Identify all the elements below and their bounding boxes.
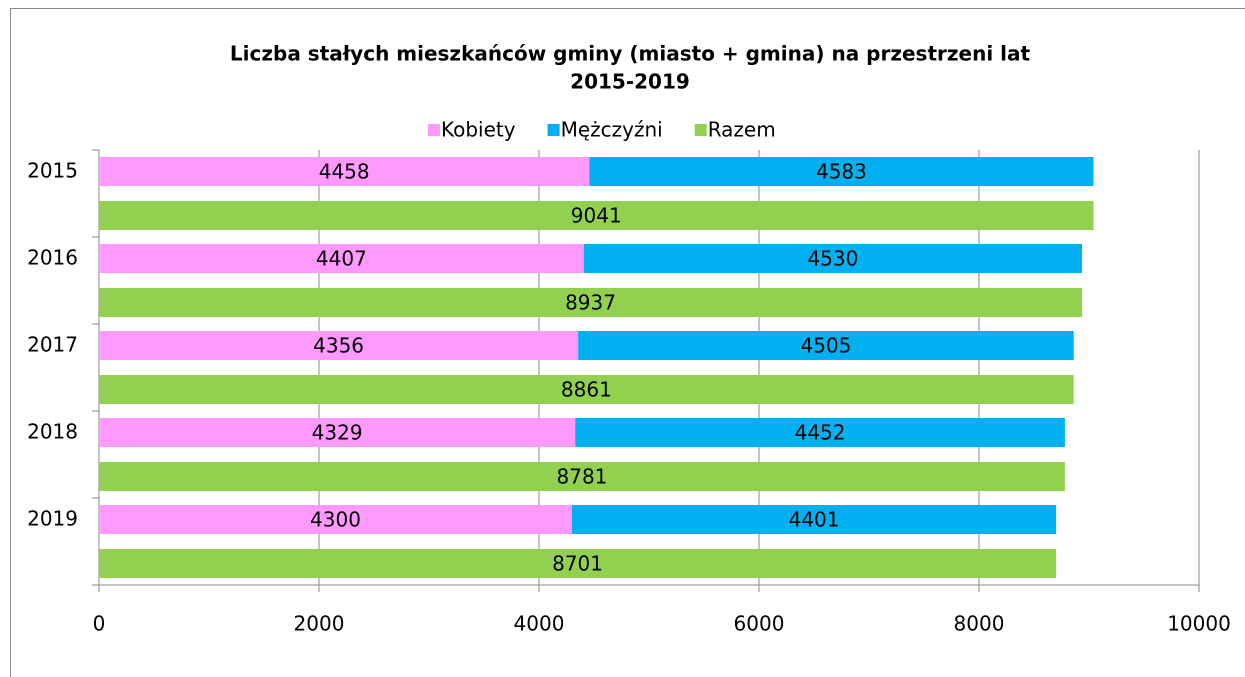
bar [99,201,1094,230]
x-tick-label: 8000 [954,612,1005,636]
y-tick-label: 2018 [27,420,78,444]
y-tick-label: 2015 [27,159,78,183]
y-tick-label: 2016 [27,246,78,270]
y-tick-label: 2019 [27,507,78,531]
legend-label: Mężczyźni [561,118,663,142]
data-label: 4401 [789,508,840,532]
data-label: 4356 [313,334,364,358]
x-tick-label: 4000 [514,612,565,636]
bar [99,462,1065,491]
chart-title: 2015-2019 [570,70,690,94]
data-label: 9041 [571,204,622,228]
bar [99,244,584,273]
x-tick-label: 6000 [734,612,785,636]
data-label: 4300 [310,508,361,532]
x-tick-label: 10000 [1167,612,1231,636]
data-label: 4458 [319,160,370,184]
bar [99,505,572,534]
data-label: 4329 [312,421,363,445]
bar [575,418,1065,447]
data-label: 8701 [552,552,603,576]
x-tick-label: 2000 [294,612,345,636]
bar [99,288,1083,317]
bar [572,505,1057,534]
data-label: 8781 [557,465,608,489]
bar [99,331,579,360]
data-label: 8861 [561,378,612,402]
bar [589,157,1094,186]
x-tick-label: 0 [93,612,106,636]
bar [99,157,590,186]
data-label: 4407 [316,247,367,271]
data-label: 4452 [795,421,846,445]
data-label: 8937 [565,291,616,315]
bar [99,375,1074,404]
legend-label: Kobiety [441,118,516,142]
chart-title: Liczba stałych mieszkańców gminy (miasto… [230,42,1031,66]
bar [99,418,576,447]
bar [583,244,1083,273]
legend-swatch [694,124,707,136]
data-label: 4583 [816,160,867,184]
bar [99,549,1057,578]
data-label: 4530 [807,247,858,271]
legend-label: Razem [708,118,776,142]
legend-swatch [547,124,560,136]
bar [578,331,1074,360]
legend-swatch [428,124,440,136]
y-tick-label: 2017 [27,333,78,357]
data-label: 4505 [800,334,851,358]
